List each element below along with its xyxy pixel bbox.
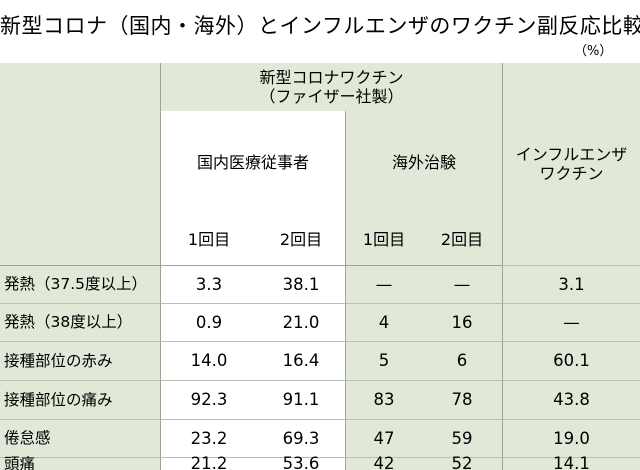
cell-fever-38-overseas-2: 16 xyxy=(422,303,502,341)
flu-vaccine-header-line2: ワクチン xyxy=(539,164,604,183)
cell-headache-overseas-1: 42 xyxy=(345,454,422,470)
flu-vaccine-header: インフルエンザ ワクチン xyxy=(502,63,640,265)
cell-fever-38-domestic-1: 0.9 xyxy=(160,303,257,341)
cell-fever-375-overseas-1: — xyxy=(345,265,422,303)
cell-fever-375-flu: 3.1 xyxy=(502,265,640,303)
cell-fever-38-flu: — xyxy=(502,303,640,341)
chart-title: 新型コロナ（国内・海外）とインフルエンザのワクチン副反応比較 xyxy=(0,14,640,38)
row-label-pain: 接種部位の痛み xyxy=(0,380,160,419)
cell-pain-domestic-1: 92.3 xyxy=(160,380,257,419)
cell-redness-overseas-1: 5 xyxy=(345,341,422,380)
cell-redness-overseas-2: 6 xyxy=(422,341,502,380)
cell-fatigue-domestic-2: 69.3 xyxy=(257,419,345,457)
row-label-fatigue: 倦怠感 xyxy=(0,419,160,457)
cell-pain-overseas-1: 83 xyxy=(345,380,422,419)
cell-fever-375-domestic-1: 3.3 xyxy=(160,265,257,303)
cell-fatigue-domestic-1: 23.2 xyxy=(160,419,257,457)
cell-fatigue-overseas-1: 47 xyxy=(345,419,422,457)
cell-headache-domestic-1: 21.2 xyxy=(160,454,257,470)
dose-header-overseas-2: 2回目 xyxy=(422,215,502,265)
cell-pain-flu: 43.8 xyxy=(502,380,640,419)
covid-vaccine-header-line1: 新型コロナワクチン xyxy=(259,67,404,87)
cell-headache-domestic-2: 53.6 xyxy=(257,454,345,470)
row-label-headache: 頭痛 xyxy=(0,455,160,470)
cell-redness-flu: 60.1 xyxy=(502,341,640,380)
row-label-fever-375: 発熱（37.5度以上） xyxy=(0,265,160,303)
cell-fever-375-overseas-2: — xyxy=(422,265,502,303)
flu-vaccine-header-line1: インフルエンザ xyxy=(515,144,628,164)
row-label-fever-38: 発熱（38度以上） xyxy=(0,303,160,341)
dose-header-overseas-1: 1回目 xyxy=(345,215,422,265)
unit-label: （%） xyxy=(574,44,613,59)
cell-pain-domestic-2: 91.1 xyxy=(257,380,345,419)
cell-fatigue-flu: 19.0 xyxy=(502,419,640,457)
dose-header-corner xyxy=(0,215,160,265)
covid-vaccine-header: 新型コロナワクチン （ファイザー社製） xyxy=(160,63,502,111)
cell-redness-domestic-1: 14.0 xyxy=(160,341,257,380)
cell-fatigue-overseas-2: 59 xyxy=(422,419,502,457)
cell-fever-38-domestic-2: 21.0 xyxy=(257,303,345,341)
vaccine-comparison-table: 新型コロナワクチン （ファイザー社製） インフルエンザ ワクチン 国内医療従事者… xyxy=(0,63,640,470)
row-label-redness: 接種部位の赤み xyxy=(0,341,160,380)
overseas-header: 海外治験 xyxy=(345,111,502,215)
cell-pain-overseas-2: 78 xyxy=(422,380,502,419)
cell-headache-overseas-2: 52 xyxy=(422,454,502,470)
dose-header-domestic-1: 1回目 xyxy=(160,215,257,265)
cell-fever-375-domestic-2: 38.1 xyxy=(257,265,345,303)
covid-vaccine-header-line2: （ファイザー社製） xyxy=(259,87,404,106)
cell-headache-flu: 14.1 xyxy=(502,454,640,470)
header-corner xyxy=(0,63,160,215)
cell-fever-38-overseas-1: 4 xyxy=(345,303,422,341)
dose-header-domestic-2: 2回目 xyxy=(257,215,345,265)
cell-redness-domestic-2: 16.4 xyxy=(257,341,345,380)
domestic-header: 国内医療従事者 xyxy=(160,111,345,215)
